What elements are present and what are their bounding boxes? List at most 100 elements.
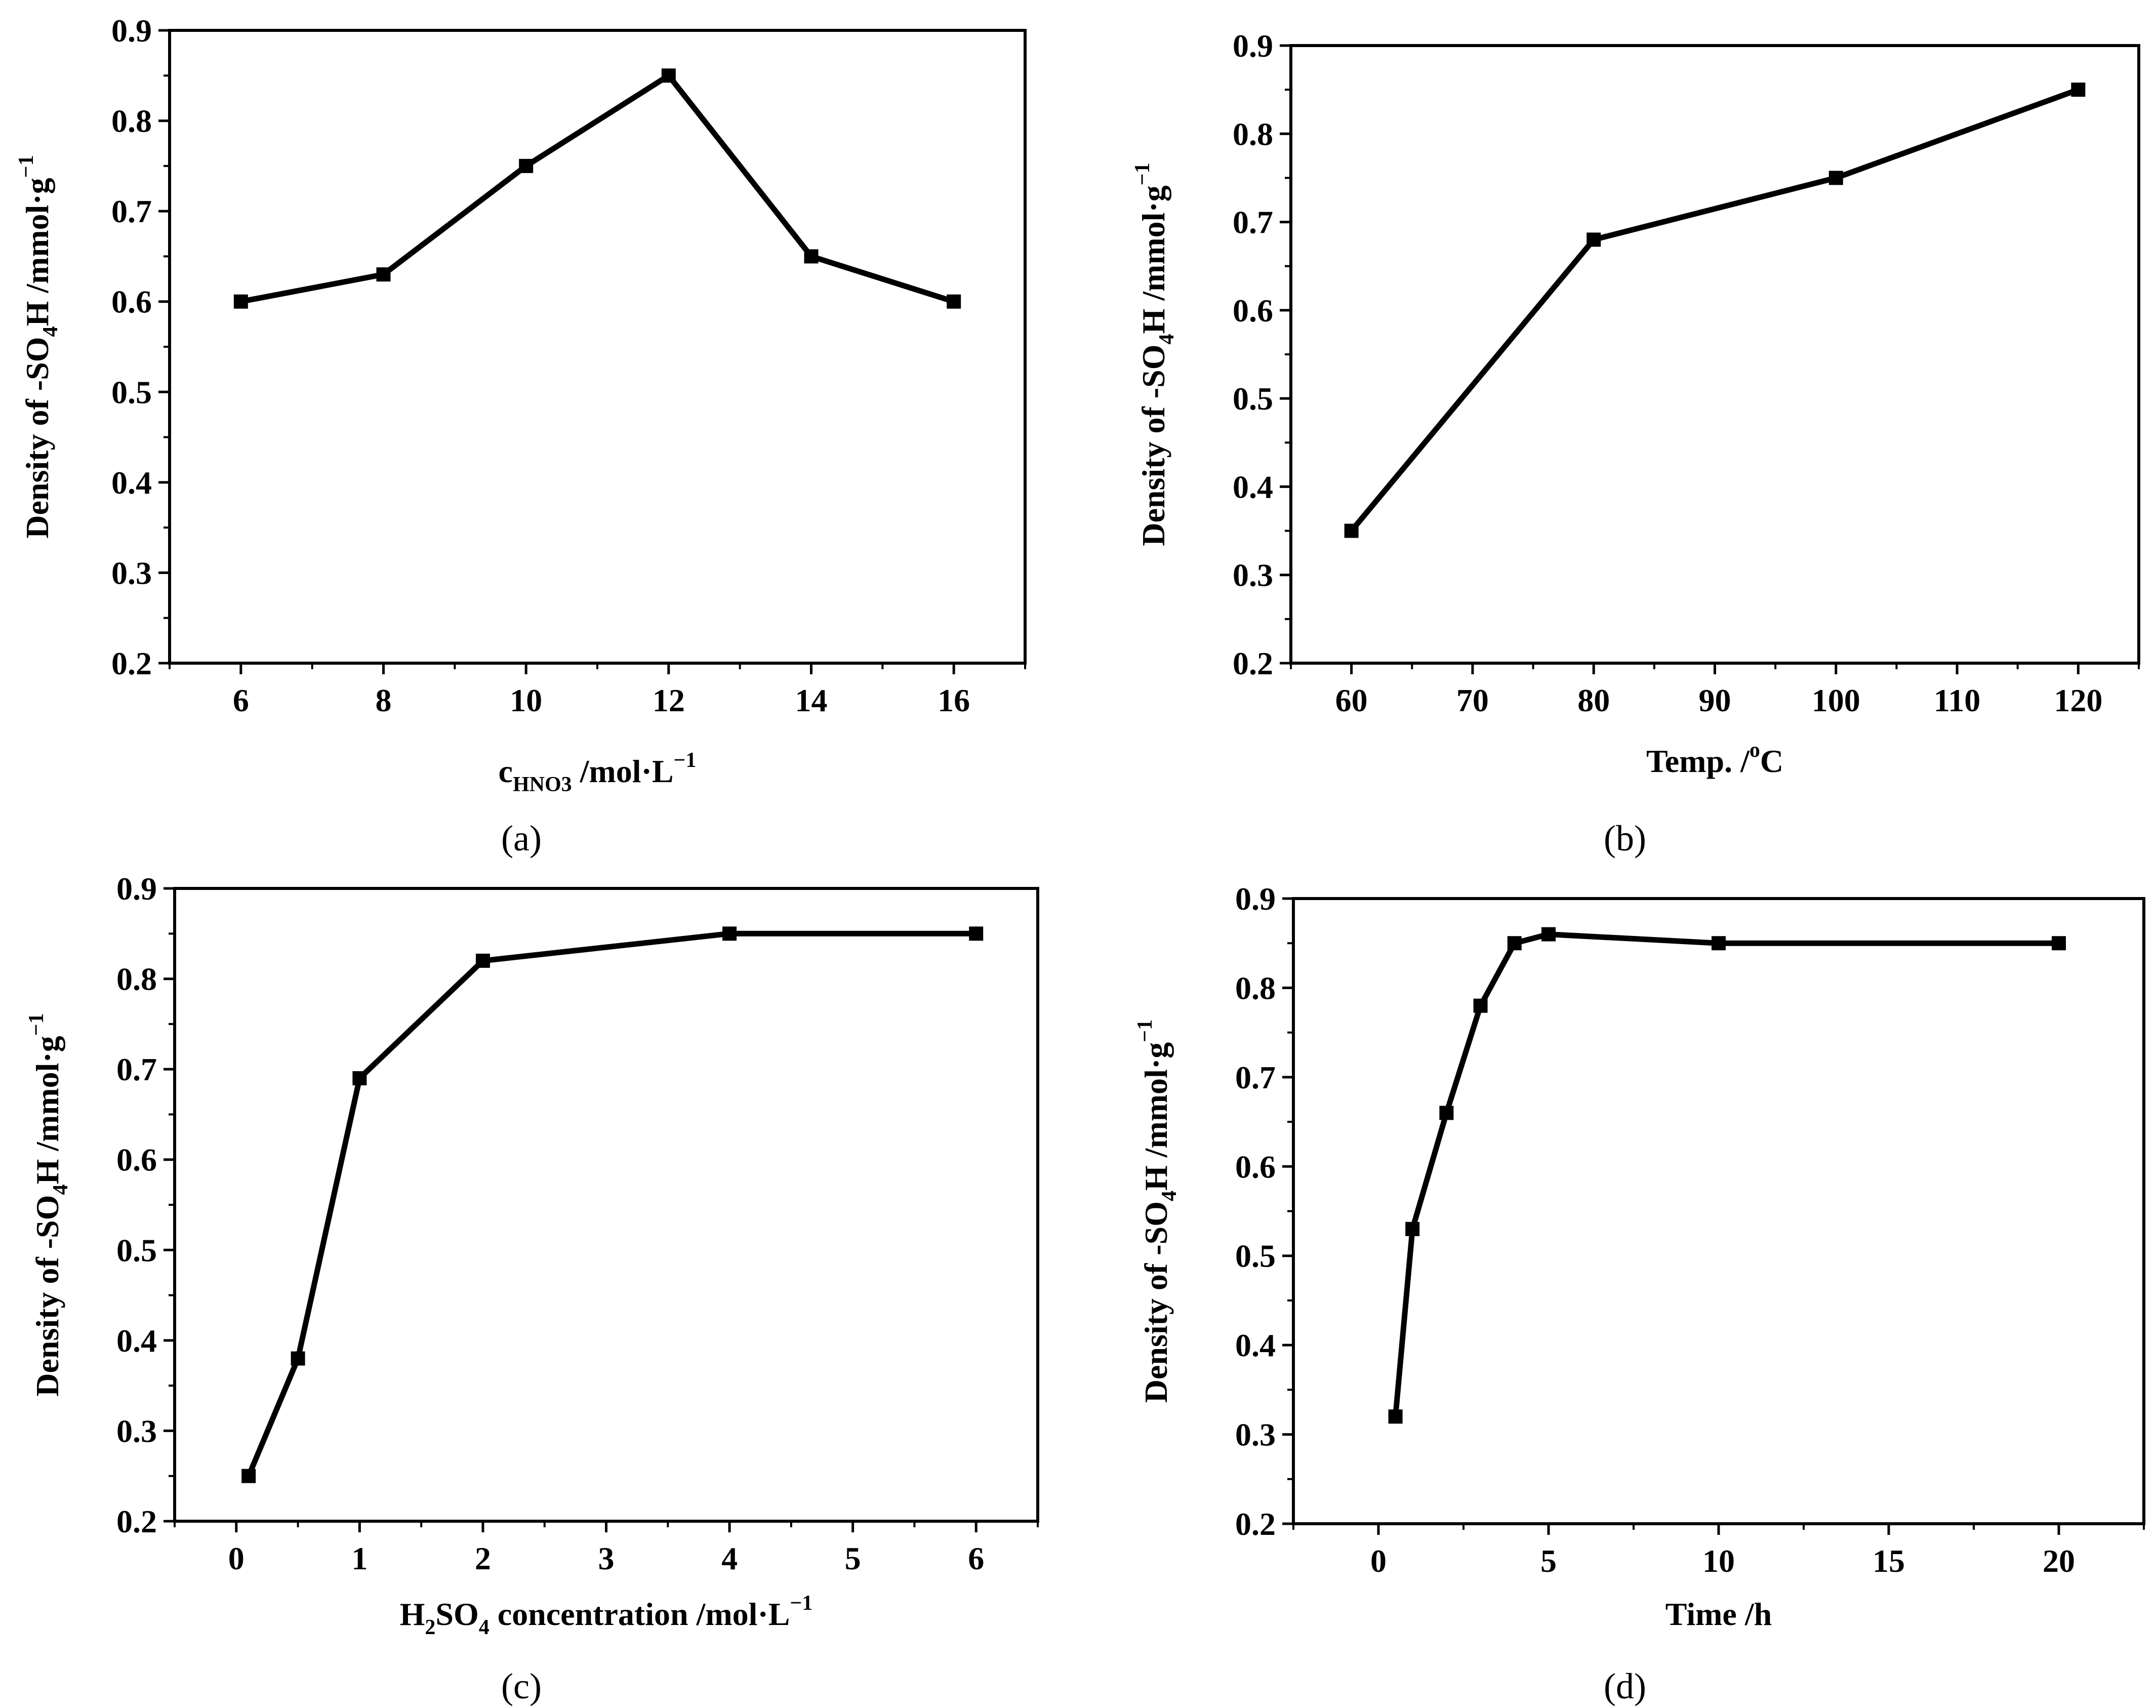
x-tick-label: 12: [653, 682, 685, 718]
panel-caption: (b): [1604, 818, 1646, 859]
x-title-part: H: [400, 1596, 425, 1632]
y-title-sub: 4: [1158, 1191, 1181, 1201]
data-point: [519, 158, 534, 173]
x-tick-label: 90: [1699, 682, 1731, 718]
y-tick-label: 0.5: [1233, 381, 1273, 417]
data-point: [1507, 936, 1522, 951]
y-title-part: Density of -SO: [1135, 345, 1171, 546]
x-tick-label: 60: [1335, 682, 1368, 718]
y-axis-title: Density of -SO4H /mmol·g−1: [1131, 162, 1178, 546]
y-tick-label: 0.7: [1233, 205, 1273, 240]
y-tick-label: 0.3: [1235, 1417, 1276, 1453]
y-title-part: Density of -SO: [1138, 1201, 1174, 1403]
y-tick-label: 0.9: [116, 871, 157, 907]
y-title-part: H /mmol·g: [1135, 185, 1171, 334]
plot-frame: [1292, 897, 2145, 1525]
x-title-part: /mol·L: [572, 753, 674, 789]
data-point: [1587, 232, 1601, 247]
x-title-sub: 4: [479, 1616, 490, 1639]
x-tick-label: 15: [1873, 1543, 1905, 1579]
data-point: [1541, 927, 1556, 942]
x-tick-label: 70: [1456, 682, 1489, 718]
y-title-sup: −1: [25, 1013, 48, 1036]
x-tick-label: 16: [938, 682, 970, 718]
y-tick-label: 0.2: [1233, 645, 1273, 681]
y-tick-label: 0.2: [111, 645, 152, 681]
y-tick-label: 0.3: [1233, 557, 1273, 593]
x-tick-label: 110: [1934, 682, 1980, 718]
data-point: [947, 294, 961, 309]
y-tick-label: 0.2: [1235, 1506, 1276, 1542]
x-tick-label: 0: [1370, 1543, 1387, 1579]
x-tick-label: 2: [475, 1540, 491, 1576]
y-title-sub: 4: [39, 327, 62, 337]
data-point: [1828, 171, 1843, 185]
plot-frame: [168, 29, 1027, 665]
y-tick-label: 0.5: [1235, 1238, 1276, 1274]
data-point: [1344, 523, 1359, 538]
x-tick-label: 4: [721, 1540, 738, 1576]
x-title-sup: −1: [674, 749, 697, 772]
y-tick-label: 0.5: [116, 1232, 157, 1268]
data-point: [1405, 1222, 1420, 1236]
panel-caption: (c): [501, 1666, 542, 1706]
x-axis-title: Temp. /oC: [1646, 739, 1783, 779]
y-title-part: Density of -SO: [29, 1195, 65, 1397]
x-title-part: Time /h: [1665, 1596, 1772, 1632]
y-tick-label: 0.9: [111, 13, 152, 49]
y-title-part: Density of -SO: [19, 337, 55, 539]
y-tick-label: 0.4: [111, 465, 152, 501]
x-tick-label: 100: [1812, 682, 1860, 718]
y-tick-label: 0.4: [116, 1323, 157, 1359]
data-point: [475, 953, 490, 968]
y-tick-label: 0.8: [1235, 970, 1276, 1006]
y-tick-label: 0.6: [111, 284, 152, 320]
x-tick-label: 20: [2043, 1543, 2075, 1579]
y-tick-label: 0.6: [1235, 1149, 1276, 1185]
x-tick-label: 5: [845, 1540, 861, 1576]
y-tick-label: 0.7: [116, 1051, 157, 1087]
y-tick-label: 0.3: [111, 555, 152, 591]
y-tick-label: 0.2: [116, 1503, 157, 1539]
y-tick-label: 0.6: [116, 1142, 157, 1178]
data-point: [233, 294, 248, 309]
data-point: [722, 926, 737, 941]
y-tick-label: 0.4: [1235, 1327, 1276, 1363]
x-tick-label: 10: [510, 682, 542, 718]
panel-caption: (a): [501, 818, 542, 859]
x-tick-label: 120: [2054, 682, 2102, 718]
x-tick-label: 10: [1702, 1543, 1735, 1579]
y-axis-title: Density of -SO4H /mmol·g−1: [15, 155, 62, 538]
data-point: [1439, 1106, 1454, 1120]
data-point: [1712, 936, 1726, 951]
series-line: [1393, 931, 2059, 1417]
y-title-sub: 4: [1155, 334, 1178, 345]
x-tick-label: 1: [351, 1540, 368, 1576]
x-title-sup: −1: [790, 1592, 812, 1615]
x-axis-title: H2SO4 concentration /mol·L−1: [400, 1592, 813, 1639]
x-title-part: c: [499, 753, 513, 789]
y-title-part: H /mmol·g: [19, 178, 55, 326]
x-title-sup: o: [1750, 739, 1760, 762]
data-point: [291, 1351, 305, 1366]
y-tick-label: 0.9: [1233, 28, 1273, 64]
x-tick-label: 6: [233, 682, 249, 718]
x-title-sub: HNO3: [513, 773, 572, 796]
data-point: [352, 1071, 367, 1085]
y-tick-label: 0.8: [1233, 116, 1273, 152]
plot-frame: [1289, 44, 2140, 665]
x-tick-label: 6: [968, 1540, 984, 1576]
plot-frame: [173, 887, 1039, 1523]
data-point: [661, 68, 676, 83]
x-tick-label: 8: [376, 682, 392, 718]
y-tick-label: 0.7: [111, 193, 152, 229]
y-title-sup: −1: [15, 155, 38, 178]
panel-caption: (d): [1604, 1666, 1646, 1706]
y-title-sup: −1: [1133, 1020, 1157, 1042]
y-title-part: H /mmol·g: [29, 1036, 65, 1184]
y-axis-title: Density of -SO4H /mmol·g−1: [25, 1013, 72, 1396]
x-axis-title: Time /h: [1665, 1596, 1772, 1632]
data-point: [241, 1469, 256, 1483]
y-tick-label: 0.8: [116, 961, 157, 997]
panel-b: 0.2 0.3 0.4 0.5 0.6 0.7 0.8 0.9 60 70 80 90 100 110 12…: [1131, 28, 2140, 859]
